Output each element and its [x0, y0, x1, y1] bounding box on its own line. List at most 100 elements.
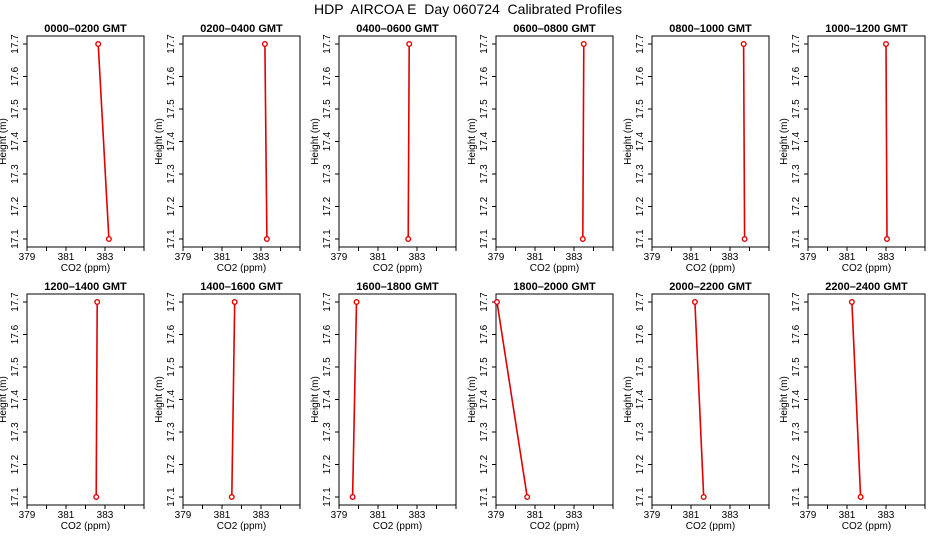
- x-tick-label: 383: [409, 252, 426, 263]
- x-tick-label: 379: [644, 252, 661, 263]
- x-axis-label: CO2 (ppm): [686, 263, 735, 274]
- profile-line: [851, 301, 862, 498]
- x-tick-label: 379: [800, 252, 817, 263]
- x-axis-label: CO2 (ppm): [373, 263, 422, 274]
- y-axis-label: Height (m): [310, 118, 321, 165]
- y-tick-label: 17.3: [791, 422, 802, 442]
- data-point: [228, 494, 235, 501]
- y-tick-label: 17.1: [10, 229, 21, 249]
- data-point: [579, 235, 586, 242]
- y-tick-label: 17.7: [479, 34, 490, 54]
- y-tick-label: 17.2: [479, 454, 490, 474]
- x-axis-label: CO2 (ppm): [217, 263, 266, 274]
- y-axis-label: Height (m): [0, 376, 9, 423]
- y-tick-label: 17.6: [479, 324, 490, 344]
- y-tick-label: 17.1: [479, 487, 490, 507]
- y-tick-label: 17.7: [166, 292, 177, 312]
- y-tick-label: 17.2: [322, 196, 333, 216]
- y-tick-label: 17.5: [322, 357, 333, 377]
- y-tick-label: 17.2: [791, 454, 802, 474]
- x-axis-label: CO2 (ppm): [530, 263, 579, 274]
- x-tick-label: 381: [214, 252, 231, 263]
- data-point: [493, 299, 500, 306]
- y-axis-label: Height (m): [467, 118, 478, 165]
- y-tick-label: 17.2: [635, 454, 646, 474]
- data-point: [231, 299, 238, 306]
- profile-line: [742, 43, 746, 240]
- panel-title: 0400–0600 GMT: [356, 23, 439, 35]
- x-tick-label: 379: [19, 510, 36, 521]
- y-tick-label: 17.4: [635, 389, 646, 409]
- x-tick-label: 381: [370, 252, 387, 263]
- x-tick-label: 379: [488, 252, 505, 263]
- y-tick-label: 17.4: [322, 131, 333, 151]
- y-tick-label: 17.4: [791, 131, 802, 151]
- y-tick-label: 17.1: [166, 487, 177, 507]
- y-tick-label: 17.3: [322, 422, 333, 442]
- x-axis-label: CO2 (ppm): [373, 521, 422, 532]
- data-point: [741, 235, 748, 242]
- y-tick-label: 17.7: [166, 34, 177, 54]
- y-tick-label: 17.5: [791, 357, 802, 377]
- x-tick-label: 379: [19, 252, 36, 263]
- y-tick-label: 17.3: [10, 164, 21, 184]
- y-tick-label: 17.4: [479, 131, 490, 151]
- y-tick-label: 17.3: [322, 164, 333, 184]
- profile-line: [581, 43, 585, 240]
- y-tick-label: 17.7: [791, 34, 802, 54]
- y-tick-label: 17.1: [791, 487, 802, 507]
- y-tick-label: 17.3: [479, 422, 490, 442]
- y-tick-label: 17.3: [479, 164, 490, 184]
- plot-frame: [651, 293, 770, 506]
- y-tick-label: 17.7: [10, 34, 21, 54]
- y-tick-label: 17.3: [166, 164, 177, 184]
- plot-frame: [807, 293, 926, 506]
- y-tick-label: 17.6: [322, 66, 333, 86]
- y-tick-label: 17.4: [322, 389, 333, 409]
- x-tick-label: 381: [839, 510, 856, 521]
- y-tick-label: 17.6: [10, 324, 21, 344]
- y-tick-label: 17.1: [166, 229, 177, 249]
- x-tick-label: 383: [253, 252, 270, 263]
- y-axis-label: Height (m): [154, 376, 165, 423]
- x-tick-label: 383: [97, 252, 114, 263]
- plot-frame: [182, 35, 301, 248]
- y-tick-label: 17.4: [479, 389, 490, 409]
- y-tick-label: 17.5: [479, 357, 490, 377]
- y-tick-label: 17.5: [791, 99, 802, 119]
- x-tick-label: 379: [331, 510, 348, 521]
- data-point: [349, 494, 356, 501]
- data-point: [405, 235, 412, 242]
- y-tick-label: 17.1: [322, 229, 333, 249]
- y-tick-label: 17.7: [635, 292, 646, 312]
- y-tick-label: 17.2: [635, 196, 646, 216]
- page-title: HDP AIRCOA E Day 060724 Calibrated Profi…: [314, 1, 622, 17]
- x-tick-label: 383: [722, 252, 739, 263]
- x-axis-label: CO2 (ppm): [217, 521, 266, 532]
- y-tick-label: 17.1: [10, 487, 21, 507]
- y-tick-label: 17.2: [791, 196, 802, 216]
- y-axis-label: Height (m): [310, 376, 321, 423]
- plot-frame: [26, 293, 145, 506]
- x-tick-label: 383: [878, 510, 895, 521]
- profile-line: [694, 301, 705, 498]
- x-tick-label: 383: [566, 252, 583, 263]
- y-tick-label: 17.2: [166, 196, 177, 216]
- y-tick-label: 17.6: [635, 66, 646, 86]
- y-tick-label: 17.3: [635, 422, 646, 442]
- y-tick-label: 17.5: [635, 99, 646, 119]
- x-tick-label: 383: [253, 510, 270, 521]
- data-point: [406, 41, 413, 48]
- x-tick-label: 383: [878, 252, 895, 263]
- panel-title: 2000–2200 GMT: [669, 281, 752, 293]
- y-tick-label: 17.6: [166, 324, 177, 344]
- y-tick-label: 17.6: [635, 324, 646, 344]
- x-axis-label: CO2 (ppm): [686, 521, 735, 532]
